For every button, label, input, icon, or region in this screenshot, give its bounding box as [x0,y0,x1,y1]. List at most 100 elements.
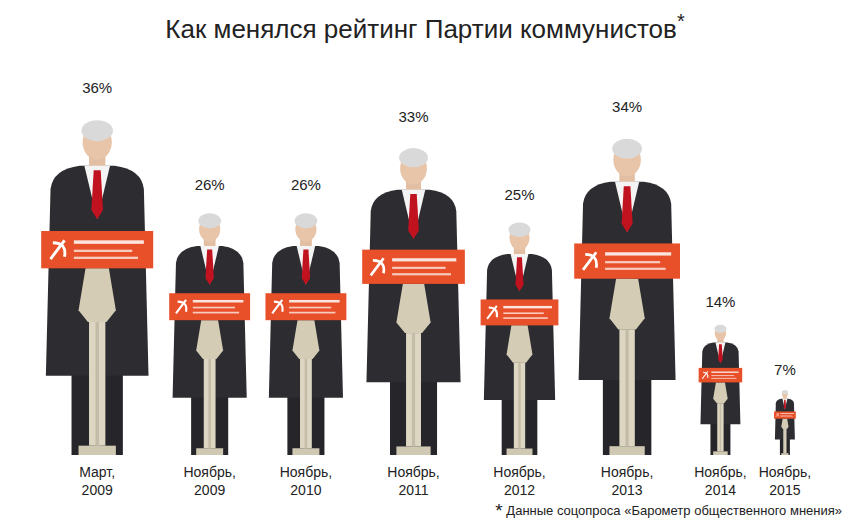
base [781,453,788,455]
hair [81,120,113,141]
category-label: Ноябрь,2013 [601,464,653,498]
banner [481,299,559,325]
banner-stripe [503,306,552,308]
banner-stripe [780,415,791,416]
data-label: 34% [612,98,642,115]
shirt [615,182,639,233]
banner [699,368,743,383]
tie [784,400,786,410]
hair [399,148,428,167]
base [713,451,728,455]
pedestal [292,320,319,359]
column [619,329,634,446]
emblem [51,240,65,259]
figure [41,120,153,455]
data-label: 25% [504,186,534,203]
tie [302,249,310,284]
emblem [702,372,708,379]
hair [782,390,788,394]
base [292,448,319,455]
category-label: Ноябрь,2015 [759,464,811,498]
figure [774,390,796,455]
banner-stripe [605,252,671,255]
column-groove [784,429,786,453]
column-groove [208,359,211,448]
chart: Как менялся рейтинг Партии коммунистов* 3… [0,0,850,525]
banner-stripe [392,267,445,269]
column [717,403,723,451]
tie [622,186,633,232]
banner-stripe [605,268,666,270]
column [783,429,786,453]
emblem [583,252,597,270]
category-label: Ноябрь,2012 [493,464,545,498]
figure [169,213,250,455]
base [396,446,430,455]
banner-stripe [289,300,340,303]
banner-stripe [392,273,451,275]
head [782,391,788,398]
shirt [511,254,529,291]
column [514,363,525,449]
base [609,446,644,455]
category-label: Ноябрь,2014 [694,464,746,498]
column-groove [518,363,520,449]
data-label: 7% [774,361,796,378]
data-label: 36% [82,79,112,96]
source-note: * Данные соцопроса «Барометр общественно… [495,500,842,521]
figure [362,148,465,455]
banner [265,293,346,320]
banner-stripe [289,312,335,314]
banner-stripe [780,416,792,417]
column [89,322,105,446]
column [406,333,421,446]
hair [509,222,531,237]
hair [714,325,726,333]
shirt [402,190,426,239]
banner [362,250,465,284]
column-groove [95,322,99,446]
banner-stripe [74,250,132,252]
tie [91,170,103,219]
column-groove [720,403,721,451]
emblem [776,413,779,417]
pedestal [781,419,788,429]
tie [408,194,419,239]
banner-stripe [193,300,244,303]
shirt [297,246,316,285]
base [507,449,533,455]
category-label: Ноябрь,2009 [183,464,235,498]
figure [574,139,680,455]
emblem [272,300,282,313]
banner-stripe [711,372,738,373]
category-label: Ноябрь,2011 [387,464,439,498]
column [204,359,216,448]
banner-stripe [193,312,239,314]
banner-stripe [392,258,456,261]
pedestal [609,279,644,330]
pedestal [196,320,223,359]
banner-stripe [74,240,144,244]
banner-stripe [780,413,794,415]
shirt [715,342,725,363]
banner [169,293,250,320]
banner-stripe [74,257,138,259]
data-label: 14% [705,293,735,310]
banner-stripe [605,261,660,263]
column-groove [305,359,308,448]
tie [718,344,723,363]
data-label: 33% [399,108,429,125]
pedestal [507,325,533,362]
tie [515,257,523,291]
banner-stripe [711,375,734,377]
shirt [84,166,110,220]
category-label: Март,2009 [79,464,115,498]
banner [774,411,796,418]
banner-stripe [503,312,544,314]
banner-stripe [193,307,235,309]
title: Как менялся рейтинг Партии коммунистов* [165,10,685,44]
column-groove [412,333,415,446]
figure [481,222,559,455]
pedestal [396,284,430,333]
banner [41,231,153,268]
